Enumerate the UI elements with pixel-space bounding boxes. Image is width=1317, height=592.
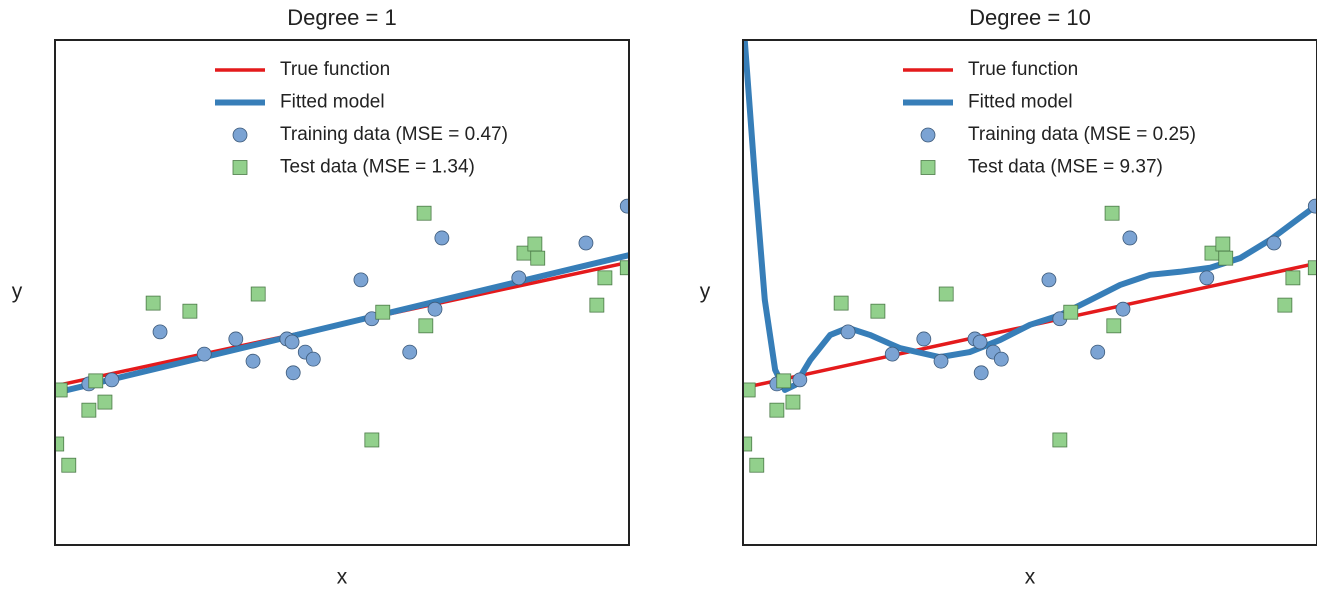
point bbox=[743, 382, 756, 398]
plot-area bbox=[743, 40, 1317, 473]
point bbox=[182, 303, 198, 319]
legend-label: Training data (MSE = 0.47) bbox=[280, 124, 508, 145]
point bbox=[402, 344, 418, 360]
point bbox=[81, 402, 97, 418]
point bbox=[769, 402, 785, 418]
point bbox=[416, 205, 432, 221]
point bbox=[1277, 297, 1293, 313]
point bbox=[527, 236, 543, 252]
point bbox=[619, 260, 629, 276]
legend: True function Fitted model Training data (… bbox=[215, 59, 508, 178]
point bbox=[589, 297, 605, 313]
legend-swatch bbox=[232, 127, 248, 143]
point bbox=[840, 324, 856, 340]
point bbox=[152, 324, 168, 340]
point bbox=[1122, 230, 1138, 246]
point bbox=[418, 318, 434, 334]
point bbox=[597, 270, 613, 286]
point bbox=[1307, 198, 1317, 214]
panel: Degree = 1 x y True function Fitted model Tra… bbox=[12, 5, 630, 589]
point bbox=[776, 373, 792, 389]
point bbox=[1052, 432, 1068, 448]
point bbox=[228, 331, 244, 347]
point bbox=[305, 351, 321, 367]
point bbox=[743, 436, 753, 452]
point bbox=[364, 432, 380, 448]
point bbox=[884, 346, 900, 362]
point bbox=[250, 286, 266, 302]
line bbox=[55, 252, 629, 396]
chart-title: Degree = 10 bbox=[969, 5, 1091, 30]
point bbox=[578, 235, 594, 251]
point bbox=[1218, 250, 1234, 266]
point bbox=[973, 365, 989, 381]
point bbox=[285, 365, 301, 381]
point bbox=[530, 250, 546, 266]
point bbox=[833, 295, 849, 311]
point bbox=[1106, 318, 1122, 334]
legend-label: Fitted model bbox=[968, 92, 1073, 113]
point bbox=[55, 382, 68, 398]
point bbox=[284, 334, 300, 350]
point bbox=[434, 230, 450, 246]
point bbox=[792, 372, 808, 388]
point bbox=[353, 272, 369, 288]
point bbox=[1199, 270, 1215, 286]
point bbox=[104, 372, 120, 388]
legend-label: Fitted model bbox=[280, 92, 385, 113]
point bbox=[916, 331, 932, 347]
point bbox=[1115, 301, 1131, 317]
plot-area bbox=[55, 198, 629, 473]
legend: True function Fitted model Training data (… bbox=[903, 59, 1196, 178]
point bbox=[1215, 236, 1231, 252]
point bbox=[993, 351, 1009, 367]
x-axis-label: x bbox=[337, 566, 348, 589]
point bbox=[933, 353, 949, 369]
point bbox=[972, 334, 988, 350]
point bbox=[97, 394, 113, 410]
legend-swatch bbox=[920, 127, 936, 143]
point bbox=[1090, 344, 1106, 360]
legend-label: Test data (MSE = 9.37) bbox=[968, 157, 1163, 178]
point bbox=[145, 295, 161, 311]
legend-swatch bbox=[920, 160, 936, 175]
legend-swatch bbox=[232, 160, 248, 175]
point bbox=[1266, 235, 1282, 251]
point bbox=[196, 346, 212, 362]
point bbox=[1307, 260, 1317, 276]
point bbox=[619, 198, 629, 214]
point bbox=[870, 303, 886, 319]
axes-frame bbox=[54, 39, 630, 546]
line bbox=[743, 40, 1317, 393]
point bbox=[88, 373, 104, 389]
y-axis-label: y bbox=[12, 280, 23, 303]
chart-title: Degree = 1 bbox=[287, 5, 396, 30]
legend-label: Test data (MSE = 1.34) bbox=[280, 157, 475, 178]
point bbox=[245, 353, 261, 369]
point bbox=[785, 394, 801, 410]
axes-frame bbox=[742, 39, 1317, 546]
point bbox=[511, 270, 527, 286]
point bbox=[1041, 272, 1057, 288]
point bbox=[1285, 270, 1301, 286]
point bbox=[938, 286, 954, 302]
point bbox=[1104, 205, 1120, 221]
legend-label: True function bbox=[280, 59, 390, 80]
x-axis-label: x bbox=[1025, 566, 1036, 589]
y-axis-label: y bbox=[700, 280, 711, 303]
legend-label: True function bbox=[968, 59, 1078, 80]
point bbox=[749, 457, 765, 473]
point bbox=[55, 436, 65, 452]
point bbox=[61, 457, 77, 473]
point bbox=[375, 304, 391, 320]
legend-label: Training data (MSE = 0.25) bbox=[968, 124, 1196, 145]
point bbox=[1063, 304, 1079, 320]
point bbox=[427, 301, 443, 317]
